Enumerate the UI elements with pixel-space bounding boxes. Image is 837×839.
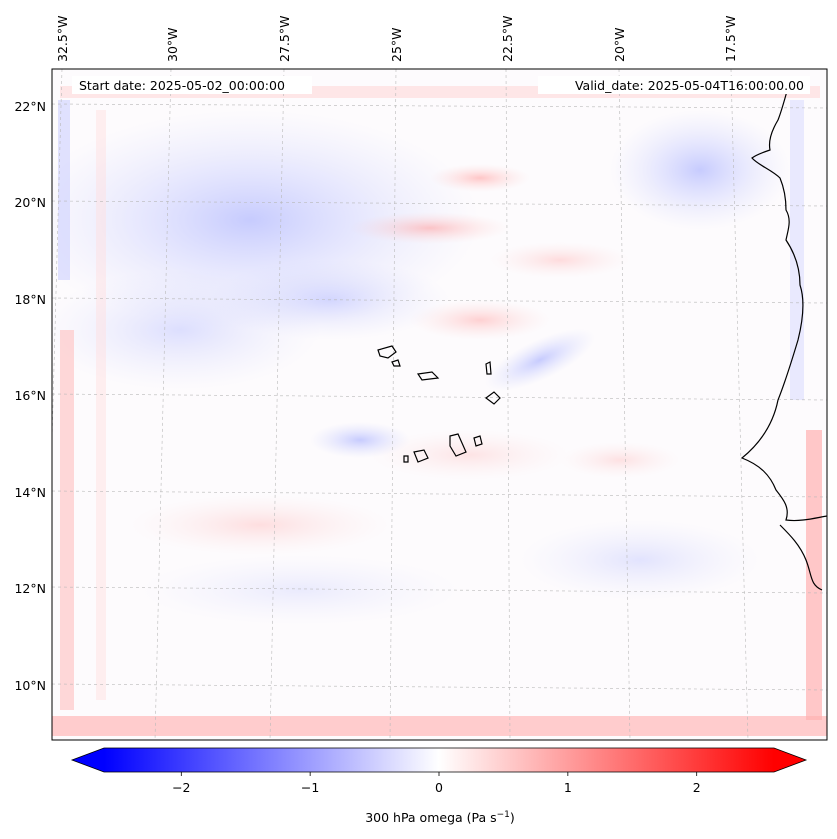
lon-label-20w: 20°W [612, 27, 627, 62]
lon-label-17-5w: 17.5°W [723, 16, 738, 62]
lon-label-25w: 25°W [389, 27, 404, 62]
omega-field [52, 69, 827, 740]
colorbar-outline [70, 747, 808, 773]
longitude-labels: 32.5°W 30°W 27.5°W 25°W 22.5°W 20°W 17.5… [55, 16, 738, 62]
latitude-labels: 22°N 20°N 18°N 16°N 14°N 12°N 10°N [14, 99, 46, 693]
start-date-label: Start date: 2025-05-02_00:00:00 [79, 78, 285, 93]
map-panel: Start date: 2025-05-02_00:00:00 Valid_da… [14, 16, 828, 741]
colorbar-max-extend [774, 748, 806, 772]
cape-verde-maio [473, 435, 483, 447]
cape-verde-sal [485, 361, 492, 375]
lat-label-12n: 12°N [14, 581, 46, 596]
valid-date-box [538, 76, 810, 94]
valid-date-label: Valid_date: 2025-05-04T16:00:00.00 [575, 78, 804, 93]
lat-label-14n: 14°N [14, 485, 46, 500]
cape-verde-fogo [413, 449, 429, 463]
colorbar-gradient [104, 748, 774, 772]
coastline [377, 79, 827, 591]
graticule [52, 69, 827, 740]
colorbar-tick-label: −2 [172, 780, 190, 795]
colorbar-tick-label: 1 [564, 780, 572, 795]
lon-label-30w: 30°W [165, 27, 180, 62]
lat-label-16n: 16°N [14, 388, 46, 403]
colorbar-tick-label: −1 [301, 780, 319, 795]
map-frame [51, 68, 828, 741]
cape-verde-sao-vicente [391, 359, 401, 367]
lat-label-18n: 18°N [14, 292, 46, 307]
colorbar-label: 300 hPa omega (Pa s−1) [365, 810, 515, 825]
cape-verde-boa-vista [485, 391, 501, 405]
lon-label-32-5w: 32.5°W [55, 16, 70, 62]
colorbar-ticks: −2 −1 0 1 2 [172, 772, 701, 795]
lat-label-10n: 10°N [14, 678, 46, 693]
cape-verde-brava [403, 455, 409, 463]
cape-verde-santiago [449, 433, 467, 457]
colorbar-min-extend [72, 748, 104, 772]
colorbar-tick-label: 2 [693, 780, 701, 795]
cape-verde-sao-nicolau [416, 371, 440, 381]
lat-label-20n: 20°N [14, 195, 46, 210]
colorbar-label-exponent: −1 [497, 810, 510, 820]
colorbar-tick-label: 0 [435, 780, 443, 795]
cape-verde-santo-antao [377, 345, 397, 359]
colorbar: −2 −1 0 1 2 300 hPa omega (Pa s−1) [70, 747, 808, 825]
africa-coastline [740, 79, 827, 591]
lon-label-22-5w: 22.5°W [500, 16, 515, 62]
start-date-box [72, 76, 312, 94]
lon-label-27-5w: 27.5°W [277, 16, 292, 62]
lat-label-22n: 22°N [14, 99, 46, 114]
